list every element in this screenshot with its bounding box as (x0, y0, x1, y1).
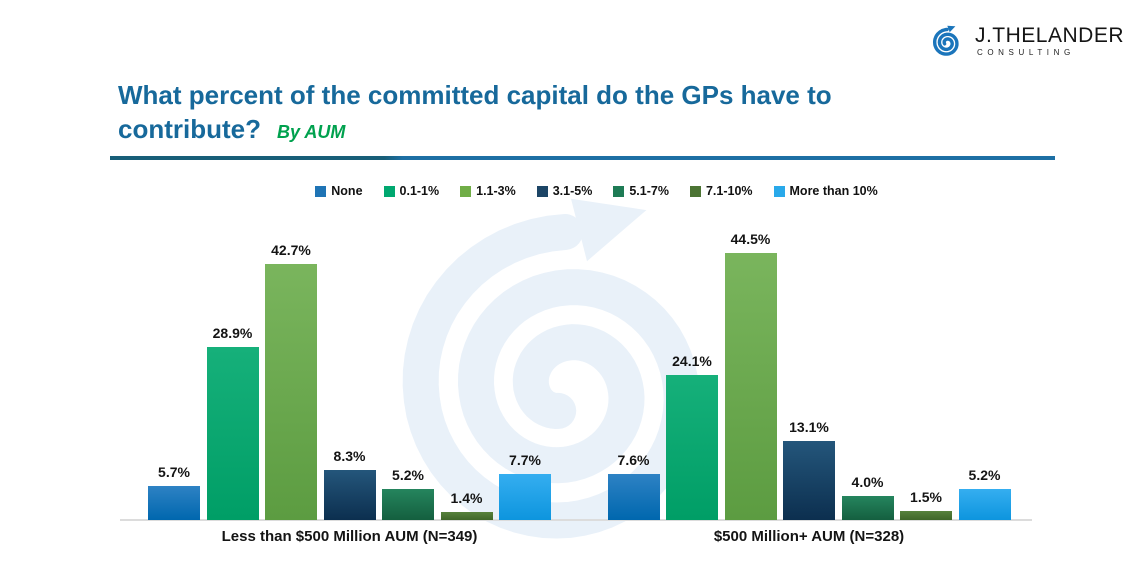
legend-swatch-icon (460, 185, 472, 197)
bar-value-label: 4.0% (851, 474, 884, 490)
legend-label: More than 10% (789, 184, 878, 198)
bar-7-1-10--group1 (440, 511, 493, 520)
bar-value-label: 42.7% (271, 241, 311, 258)
bar-value-label: 1.4% (450, 489, 483, 506)
bar-value-label: 24.1% (672, 353, 712, 370)
title-divider (110, 156, 1055, 160)
bar-5-1-7--group2 (841, 496, 894, 520)
bar-value-label: 5.7% (158, 463, 190, 480)
bar-none-group1 (148, 485, 200, 520)
legend-label: None (331, 184, 363, 198)
legend-label: 3.1-5% (552, 184, 593, 198)
brand-logo: J.THELANDER CONSULTING (927, 18, 1124, 64)
bar-0-1-1--group1 (206, 346, 259, 520)
legend-item-5: 7.1-10% (689, 184, 753, 198)
legend-label: 7.1-10% (705, 184, 753, 198)
category-label-group2: $500 Million+ AUM (N=328) (713, 528, 905, 545)
legend-item-0: None (315, 184, 363, 198)
bar-1-1-3--group2 (724, 253, 777, 520)
legend-swatch-icon (383, 185, 395, 197)
brand-name: J.THELANDER (974, 24, 1124, 47)
bar-1-1-3--group1 (265, 263, 317, 520)
legend-label: 0.1-1% (399, 184, 440, 198)
bar-5-1-7--group1 (382, 488, 434, 520)
x-axis-line (120, 519, 1032, 521)
legend-item-4: 5.1-7% (613, 184, 669, 198)
legend-swatch-icon (689, 185, 701, 197)
bar-value-label: 13.1% (789, 419, 829, 436)
bar-value-label: 5.2% (968, 466, 1001, 483)
page-title: What percent of the committed capital do… (118, 78, 1038, 149)
bar-value-label: 7.6% (617, 452, 650, 469)
legend-swatch-icon (536, 185, 548, 197)
category-label-group1: Less than $500 Million AUM (N=349) (221, 528, 478, 545)
legend-swatch-icon (773, 185, 785, 197)
title-tag: By AUM (277, 122, 346, 142)
bar-none-group2 (607, 474, 660, 520)
legend-swatch-icon (315, 185, 327, 197)
bar-more-than-10--group1 (499, 473, 551, 520)
bar-0-1-1--group2 (666, 375, 718, 520)
bar-value-label: 8.3% (333, 448, 366, 465)
legend-item-1: 0.1-1% (383, 184, 440, 198)
spiral-arrow-icon (932, 25, 959, 56)
legend-item-6: More than 10% (773, 184, 878, 198)
bar-3-1-5--group2 (783, 441, 835, 520)
legend-swatch-icon (613, 185, 625, 197)
bar-value-label: 44.5% (730, 231, 771, 247)
legend-label: 1.1-3% (476, 184, 516, 198)
brand-subtitle: CONSULTING (976, 48, 1075, 57)
bar-value-label: 28.9% (212, 324, 253, 341)
legend-item-2: 1.1-3% (460, 184, 516, 198)
bar-3-1-5--group1 (323, 470, 376, 520)
bar-value-label: 1.5% (910, 489, 942, 505)
bar-more-than-10--group2 (958, 488, 1011, 520)
title-line2: contribute? (118, 114, 261, 144)
chart-legend: None 0.1-1% 1.1-3% 3.1-5% 5.1-7% 7.1-10% More … (0, 184, 1138, 198)
title-line1: What percent of the committed capital do… (118, 80, 832, 110)
bar-value-label: 7.7% (509, 451, 541, 468)
brand-text: J.THELANDER CONSULTING (975, 25, 1124, 57)
bar-7-1-10--group2 (900, 511, 952, 520)
bar-value-label: 5.2% (392, 466, 424, 483)
legend-item-3: 3.1-5% (536, 184, 593, 198)
legend-label: 5.1-7% (629, 184, 669, 198)
